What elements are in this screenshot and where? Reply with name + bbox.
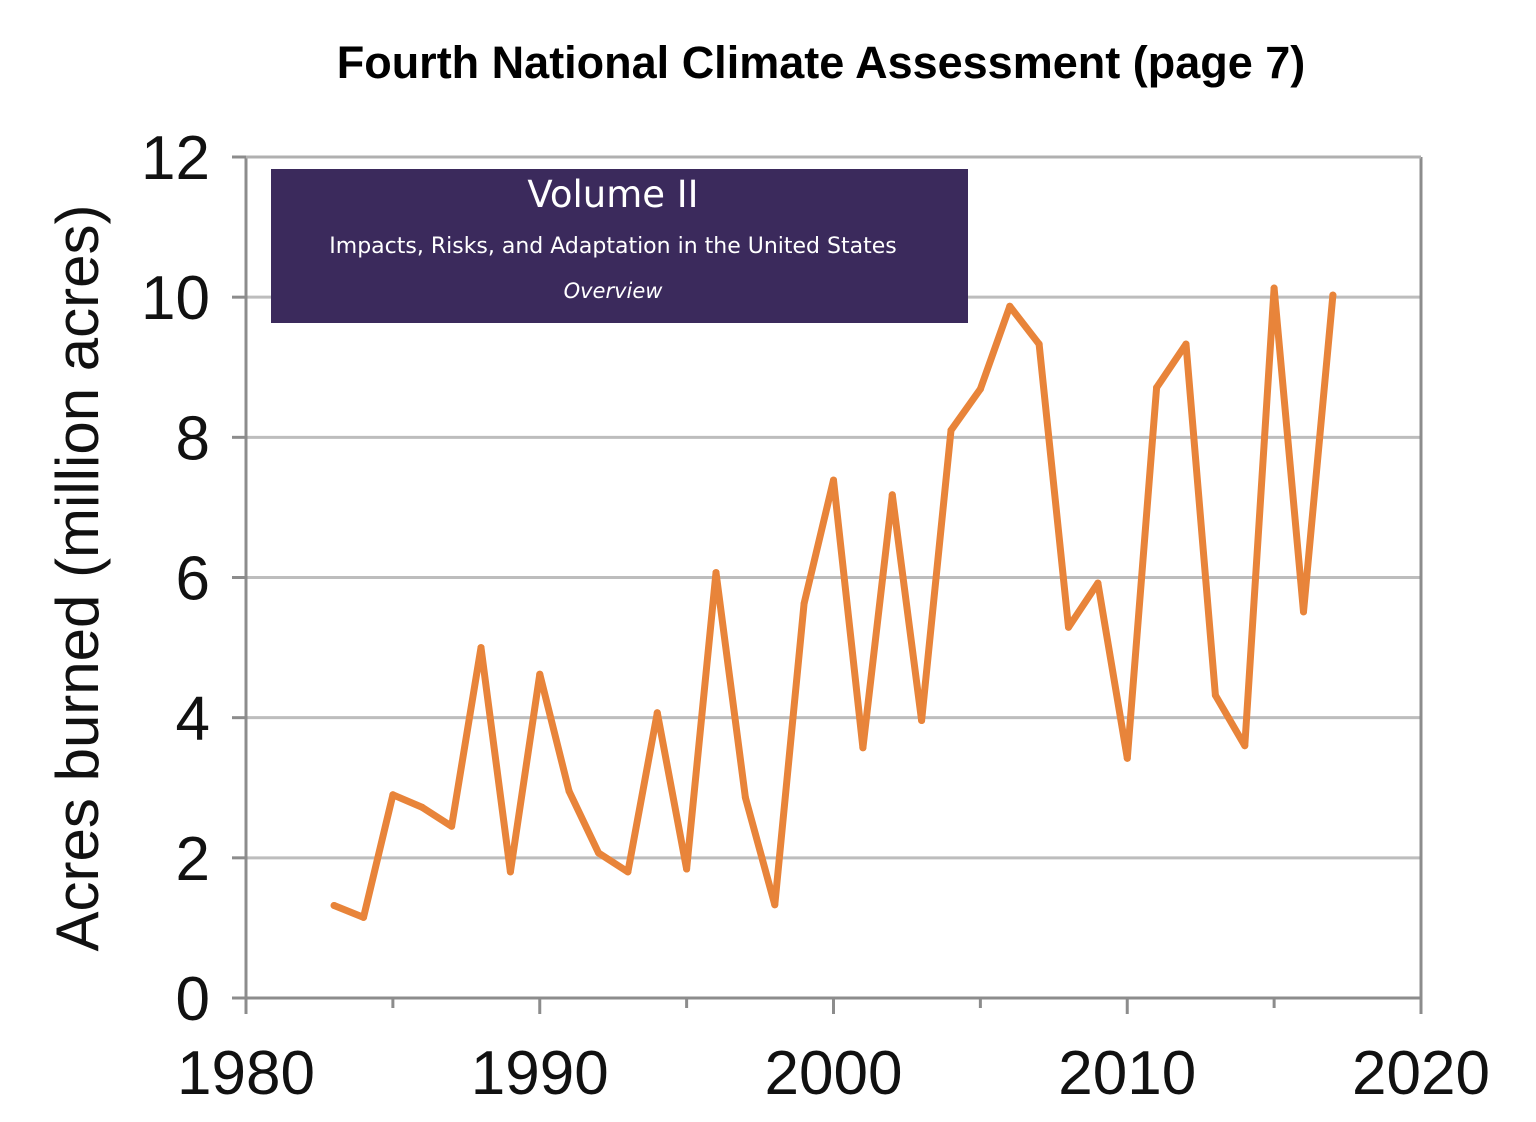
y-tick-label-10: 10 [141,264,210,333]
data-point-2015 [1270,284,1278,292]
data-point-2008 [1065,623,1072,631]
data-point-1996 [712,569,720,577]
data-point-2000 [830,476,837,484]
data-point-2010 [1123,754,1131,762]
data-point-1993 [624,868,632,876]
series-lines [330,284,1337,921]
data-point-1997 [741,794,749,802]
y-tick-label-0: 0 [176,965,210,1034]
data-point-2004 [947,426,955,434]
data-point-2013 [1211,691,1219,699]
inset-banner: Volume II Impacts, Risks, and Adaptation… [271,169,968,323]
x-tick-labels: 1980 1990 2000 2010 2020 [177,1039,1490,1108]
data-point-2014 [1241,742,1249,750]
data-point-1986 [418,803,426,811]
data-point-2011 [1153,384,1161,392]
y-tick-labels: 0 2 4 6 8 10 12 [141,124,210,1034]
data-point-2016 [1300,608,1307,616]
x-tick-label-1980: 1980 [177,1039,315,1108]
data-point-1989 [506,868,514,876]
inset-title: Volume II [527,173,698,216]
x-tick-label-2020: 2020 [1352,1039,1490,1108]
data-point-1985 [389,791,397,799]
chart-title: Fourth National Climate Assessment (page… [337,37,1306,88]
y-tick-label-6: 6 [176,545,210,614]
y-tick-label-8: 8 [176,404,210,473]
data-point-2017 [1329,291,1337,299]
x-tick-label-2000: 2000 [765,1039,903,1108]
data-point-1990 [536,670,544,678]
data-point-2006 [1006,302,1014,310]
y-tick-label-4: 4 [176,685,210,754]
y-tick-label-2: 2 [176,825,210,894]
data-point-1994 [653,709,661,717]
inset-note: Overview [564,279,664,303]
inset-subtitle: Impacts, Risks, and Adaptation in the Un… [329,234,896,259]
data-point-1995 [683,865,691,873]
data-point-2009 [1094,579,1102,587]
data-point-2002 [888,491,896,499]
data-point-1988 [477,644,485,652]
data-point-1999 [800,599,808,607]
data-point-1992 [595,849,602,857]
data-point-1983 [330,901,338,909]
data-point-2005 [976,385,984,393]
data-point-1991 [565,787,573,795]
data-point-1987 [448,822,456,830]
data-point-2003 [918,716,926,724]
data-point-2001 [859,744,867,752]
y-axis-label: Acres burned (million acres) [44,205,111,952]
data-point-1998 [771,901,779,909]
x-tick-label-2010: 2010 [1058,1039,1196,1108]
y-tick-label-12: 12 [141,124,210,193]
data-point-2012 [1182,340,1190,348]
data-point-1984 [360,913,367,921]
axes [232,155,1423,1014]
data-point-2007 [1035,340,1043,348]
inset-background [271,169,968,323]
x-tick-label-1990: 1990 [471,1039,609,1108]
series-line-0 [330,284,1337,921]
